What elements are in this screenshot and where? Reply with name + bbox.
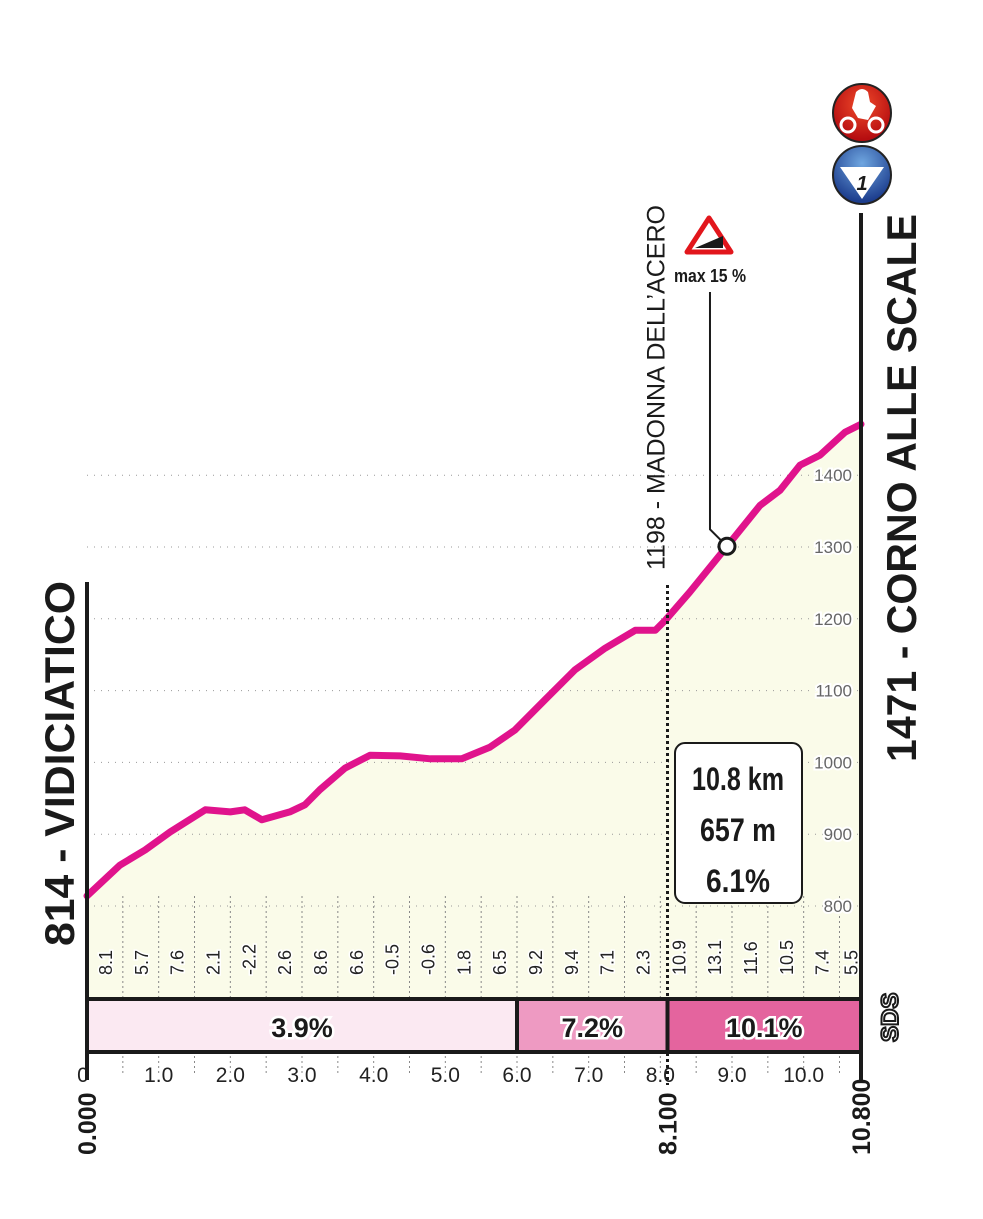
x-tick-label: 1.0: [144, 1064, 173, 1087]
climb-category-number: 1: [856, 173, 867, 195]
half-km-gradient-label: 1.8: [454, 950, 474, 975]
summary-value: 6.1%: [706, 863, 770, 899]
max-gradient-point: [717, 536, 737, 556]
half-km-gradient-label: -2.2: [239, 944, 259, 975]
half-km-gradient-label: 13.1: [705, 940, 725, 975]
half-km-gradient-label: 6.5: [490, 950, 510, 975]
start-label: 814 - VIDICIATICO: [36, 581, 83, 946]
max-gradient-leader: [708, 292, 728, 547]
y-tick-label: 1100: [815, 682, 852, 701]
x-tick-label: 4.0: [359, 1064, 388, 1087]
x-tick-label: 3.0: [287, 1064, 316, 1087]
distance-marker-label: 10.800: [848, 1079, 876, 1155]
y-tick-label: 1000: [814, 753, 852, 772]
half-km-gradient-label: 2.6: [275, 950, 295, 975]
half-km-gradient-label: 5.5: [841, 950, 861, 975]
cyclist-wheel: [839, 116, 857, 134]
x-tick-label: 9.0: [717, 1064, 746, 1087]
half-km-gradient-label: 8.1: [96, 950, 116, 975]
half-km-gradient-label: 10.9: [669, 940, 689, 975]
half-km-gradient-label: 9.4: [562, 950, 582, 975]
x-tick-label: 7.0: [574, 1064, 603, 1087]
half-km-gradient-label: -0.5: [383, 944, 403, 975]
climb-category-triangle: [840, 167, 884, 199]
gradient-section-bar: [85, 997, 519, 1054]
half-km-gradient-label: -0.6: [418, 944, 438, 975]
half-km-gradient-label: 10.5: [777, 940, 797, 975]
steep-gradient-warning-icon-slope: [695, 236, 723, 248]
x-tick-label: 6.0: [502, 1064, 531, 1087]
distance-marker-label: 0.000: [74, 1092, 102, 1155]
half-km-gradient-label: 9.2: [526, 950, 546, 975]
half-km-gradient-label: 8.6: [311, 950, 331, 975]
gradient-section-label: 10.1%: [726, 1013, 803, 1043]
y-tick-label: 800: [824, 897, 852, 916]
half-km-gradient-label: 7.1: [598, 950, 618, 975]
cyclist-wheel: [867, 116, 885, 134]
x-tick-label: 10.0: [783, 1064, 824, 1087]
x-tick-label: 2.0: [216, 1064, 245, 1087]
x-tick-label: 8.0: [646, 1064, 675, 1087]
half-km-gradient-label: 2.3: [633, 950, 653, 975]
gradient-section-label: 7.2%: [561, 1013, 623, 1043]
y-tick-label: 1300: [814, 538, 852, 557]
y-tick-label: 1200: [814, 610, 852, 629]
half-km-gradient-label: 6.6: [347, 950, 367, 975]
half-km-gradient-label: 2.1: [203, 950, 223, 975]
half-km-gradient-label: 5.7: [132, 950, 152, 975]
half-km-gradient-label: 11.6: [741, 941, 761, 975]
max-gradient-label: max 15 %: [674, 266, 746, 286]
summary-box: [674, 742, 803, 904]
distance-marker-label: 8.100: [655, 1092, 683, 1155]
waypoint-label: 1198 - MADONNA DELL’ACERO: [643, 205, 671, 570]
gradient-section-label: 3.9%: [271, 1013, 333, 1043]
gradient-section-bar: [665, 997, 863, 1054]
x-tick-label: 5.0: [431, 1064, 460, 1087]
x-tick-label: 0: [77, 1064, 89, 1087]
profile-line: [83, 420, 865, 900]
half-km-gradient-label: 7.4: [813, 950, 833, 975]
finish-label: 1471 - CORNO ALLE SCALE: [878, 214, 925, 762]
summary-value: 10.8 km: [692, 761, 784, 797]
summary-value: 657 m: [700, 812, 776, 848]
cyclist-figure: [852, 89, 876, 120]
half-km-gradient-label: 7.6: [168, 950, 188, 975]
profile-fill: [87, 424, 861, 998]
sds-label: SDS: [877, 993, 904, 1042]
y-tick-label: 1400: [814, 466, 852, 485]
y-tick-label: 900: [824, 825, 852, 844]
